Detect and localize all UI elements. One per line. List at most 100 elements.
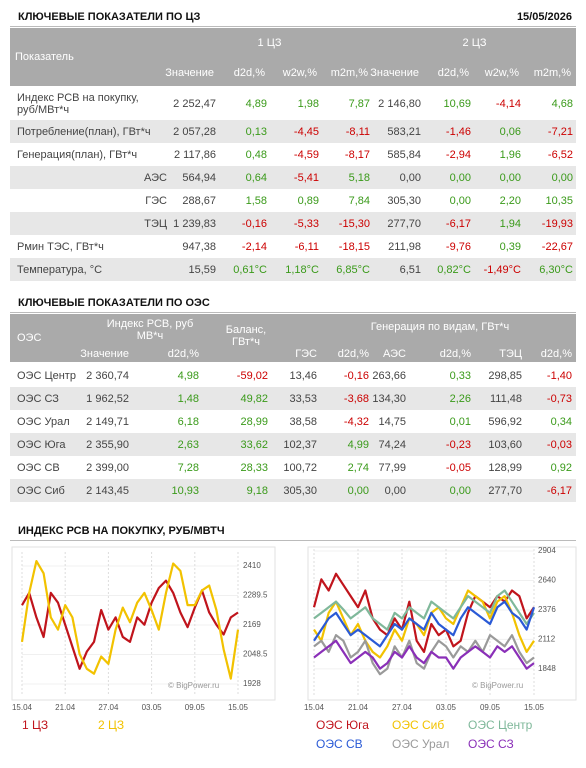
value-cell: 14,75 [378, 415, 406, 428]
value-cell: 6,51 [399, 263, 421, 276]
row-label: ОЭС Юга [17, 438, 66, 451]
value-cell: 0,34 [550, 415, 572, 428]
x-tick-label: 09.05 [185, 703, 206, 712]
value-cell: 2 143,45 [86, 484, 129, 497]
y-tick-label: 1928 [243, 679, 261, 688]
value-cell: 2 399,00 [86, 461, 129, 474]
value-cell: 2 252,47 [173, 97, 216, 110]
group-header: 1 ЦЗ [257, 37, 282, 49]
value-cell: 2,20 [499, 194, 521, 207]
value-cell: -0,73 [546, 392, 572, 405]
column-header: d2d,% [167, 348, 199, 360]
value-cell: 6,30°C [539, 263, 573, 276]
legend-entry: 1 ЦЗ [22, 718, 48, 732]
value-cell: 4,98 [177, 369, 199, 382]
row-label: ОЭС Урал [17, 415, 70, 428]
column-header: m2m,% [330, 67, 368, 79]
section-title: КЛЮЧЕВЫЕ ПОКАЗАТЕЛИ ПО ОЭС [18, 297, 210, 309]
value-cell: 1,94 [499, 217, 521, 230]
value-cell: 4,68 [551, 97, 573, 110]
column-header: w2w,% [484, 67, 519, 79]
row-label: ОЭС СВ [17, 461, 60, 474]
x-tick-label: 03.05 [436, 703, 457, 712]
row-shade [10, 387, 576, 410]
column-header: w2w,% [282, 67, 317, 79]
value-cell: 49,82 [240, 392, 268, 405]
y-tick-label: 1848 [538, 664, 556, 673]
x-tick-label: 03.05 [142, 703, 163, 712]
value-cell: 2,74 [347, 461, 369, 474]
section-rule [10, 540, 576, 541]
value-cell: 1 239,83 [173, 217, 216, 230]
value-cell: 100,72 [283, 461, 317, 474]
x-tick-label: 09.05 [480, 703, 501, 712]
value-cell: 4,99 [347, 438, 369, 451]
row-label: Потребление(план), ГВт*ч [17, 125, 151, 138]
column-header: d2d,% [437, 67, 469, 79]
value-cell: 2 149,71 [86, 415, 129, 428]
section-title: КЛЮЧЕВЫЕ ПОКАЗАТЕЛИ ПО ЦЗ [18, 11, 201, 23]
value-cell: -15,30 [338, 217, 370, 230]
watermark: © BigPower.ru [472, 681, 523, 690]
y-tick-label: 2376 [538, 605, 556, 614]
value-cell: 74,24 [378, 438, 406, 451]
column-header: Значение [370, 67, 419, 79]
column-header: d2d,% [540, 348, 572, 360]
value-cell: -6,11 [294, 240, 319, 253]
series-line [313, 600, 536, 648]
row-shade [10, 120, 576, 143]
watermark: © BigPower.ru [168, 681, 219, 690]
value-cell: -22,67 [541, 240, 573, 253]
value-cell: 2 117,86 [173, 148, 216, 161]
value-cell: 263,66 [372, 369, 406, 382]
value-cell: 0,00 [399, 171, 421, 184]
value-cell: -4,32 [343, 415, 369, 428]
value-cell: -2,14 [241, 240, 267, 253]
value-cell: 102,37 [283, 438, 317, 451]
value-cell: 0,48 [245, 148, 267, 161]
y-tick-label: 2640 [538, 576, 556, 585]
value-cell: 28,33 [240, 461, 268, 474]
value-cell: 0,61°C [233, 263, 267, 276]
row-shade [10, 258, 576, 281]
value-cell: -1,40 [546, 369, 572, 382]
x-tick-label: 27.04 [392, 703, 413, 712]
value-cell: 0,13 [245, 125, 267, 138]
y-tick-label: 2289.5 [243, 591, 268, 600]
value-cell: 0,00 [347, 484, 369, 497]
column-header: d2d,% [233, 67, 265, 79]
value-cell: 5,18 [348, 171, 370, 184]
value-cell: 28,99 [240, 415, 268, 428]
value-cell: -0,16 [241, 217, 267, 230]
x-tick-label: 15.04 [12, 703, 33, 712]
value-cell: 38,58 [289, 415, 317, 428]
value-cell: 596,92 [488, 415, 522, 428]
value-cell: -4,45 [293, 125, 319, 138]
value-cell: 1,98 [297, 97, 319, 110]
value-cell: 305,30 [387, 194, 421, 207]
value-cell: -4,14 [495, 97, 521, 110]
y-tick-label: 2410 [243, 561, 261, 570]
y-tick-label: 2904 [538, 546, 556, 555]
value-cell: 585,84 [387, 148, 421, 161]
value-cell: 277,70 [488, 484, 522, 497]
series-line [313, 589, 535, 631]
row-label: АЭС [144, 171, 167, 184]
value-cell: -7,21 [547, 125, 573, 138]
header-cell: Показатель [15, 51, 74, 63]
column-header: d2d,% [439, 348, 471, 360]
value-cell: 583,21 [387, 125, 421, 138]
value-cell: 134,30 [372, 392, 406, 405]
value-cell: 7,28 [177, 461, 199, 474]
value-cell: 10,69 [443, 97, 471, 110]
value-cell: 211,98 [388, 240, 421, 253]
value-cell: 4,89 [245, 97, 267, 110]
x-tick-label: 15.05 [524, 703, 545, 712]
column-header: ГЭС [295, 348, 317, 360]
group-header: 2 ЦЗ [462, 37, 487, 49]
y-tick-label: 2048.5 [243, 650, 268, 659]
x-tick-label: 15.04 [304, 703, 325, 712]
value-cell: 0,64 [245, 171, 267, 184]
value-cell: 103,60 [488, 438, 522, 451]
value-cell: 277,70 [387, 217, 421, 230]
